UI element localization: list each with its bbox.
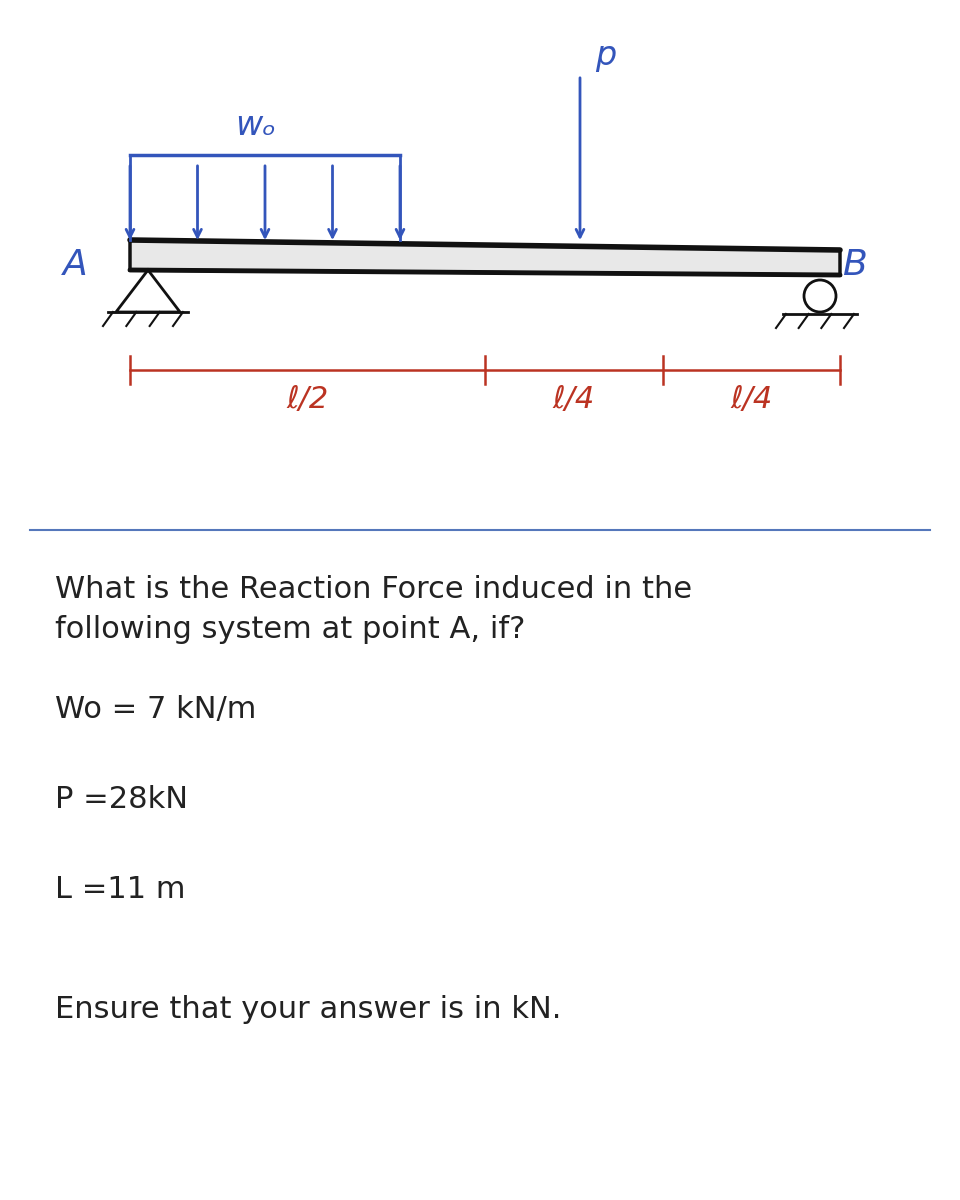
Text: P =28kN: P =28kN xyxy=(55,785,188,814)
Text: Wo = 7 kN/m: Wo = 7 kN/m xyxy=(55,695,256,724)
Text: A: A xyxy=(63,248,87,282)
Text: What is the Reaction Force induced in the
following system at point A, if?: What is the Reaction Force induced in th… xyxy=(55,575,692,644)
Polygon shape xyxy=(130,240,840,275)
Text: p: p xyxy=(595,38,616,72)
Text: ℓ/4: ℓ/4 xyxy=(553,385,595,414)
Text: Ensure that your answer is in kN.: Ensure that your answer is in kN. xyxy=(55,995,562,1024)
Text: ℓ/2: ℓ/2 xyxy=(286,385,328,414)
Text: ℓ/4: ℓ/4 xyxy=(731,385,773,414)
Text: wₒ: wₒ xyxy=(235,109,276,142)
Text: B: B xyxy=(842,248,867,282)
Text: L =11 m: L =11 m xyxy=(55,875,185,904)
